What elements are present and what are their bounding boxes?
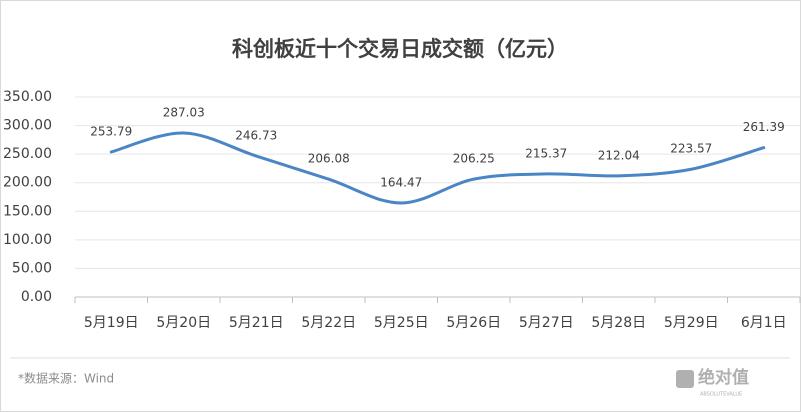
x-tick-label: 5月29日 (664, 315, 719, 331)
x-tick-label: 6月1日 (741, 315, 787, 331)
data-label: 246.73 (235, 129, 277, 143)
data-label: 215.37 (525, 146, 567, 160)
y-tick-label: 200.00 (3, 175, 52, 191)
x-tick-label: 5月25日 (374, 315, 429, 331)
y-tick-label: 300.00 (3, 118, 52, 134)
y-tick-label: 100.00 (3, 232, 52, 248)
data-label: 212.04 (598, 148, 640, 162)
x-tick-label: 5月27日 (519, 315, 574, 331)
x-tick-label: 5月19日 (84, 315, 139, 331)
watermark: 绝对值 (698, 367, 749, 388)
x-tick-label: 5月26日 (446, 315, 501, 331)
data-label: 253.79 (90, 124, 132, 138)
watermark-logo (676, 370, 694, 388)
data-label: 206.08 (308, 152, 350, 166)
y-tick-label: 0.00 (21, 289, 52, 305)
data-label: 287.03 (163, 105, 205, 119)
x-tick-label: 5月22日 (301, 315, 356, 331)
y-tick-label: 250.00 (3, 146, 52, 162)
data-label: 223.57 (670, 142, 712, 156)
y-tick-label: 350.00 (3, 89, 52, 105)
watermark-sub: ABSOLUTEVALUE (700, 392, 742, 398)
x-tick-label: 5月21日 (229, 315, 284, 331)
chart-title: 科创板近十个交易日成交额（亿元） (232, 37, 568, 61)
x-tick-label: 5月20日 (156, 315, 211, 331)
data-label: 206.25 (453, 152, 495, 166)
data-label: 261.39 (743, 120, 785, 134)
y-tick-label: 50.00 (12, 260, 52, 276)
y-tick-label: 150.00 (3, 203, 52, 219)
series-line (109, 131, 766, 205)
data-label: 164.47 (380, 176, 422, 190)
source-note: *数据来源：Wind (18, 371, 114, 386)
x-tick-label: 5月28日 (591, 315, 646, 331)
